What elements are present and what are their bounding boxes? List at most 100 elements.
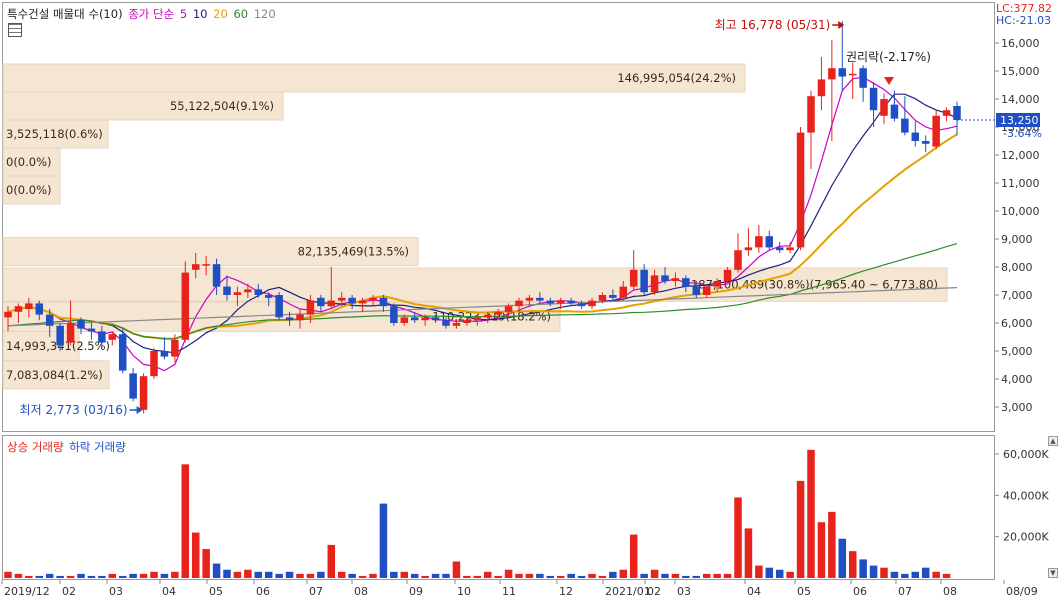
- ma-120: 120: [253, 7, 276, 21]
- volume-bar: [296, 573, 304, 578]
- candle-body: [442, 320, 450, 326]
- volume-bar: [358, 575, 367, 578]
- candle-body: [911, 132, 920, 141]
- price-tick-label: 3,000: [1001, 401, 1033, 414]
- volume-bar: [337, 571, 346, 578]
- candle-body: [223, 286, 231, 295]
- volume-bar: [4, 571, 12, 578]
- x-tick-label: 05: [797, 585, 811, 598]
- volume-bar: [160, 573, 169, 578]
- volume-bar: [744, 528, 753, 578]
- x-tick-label: 11: [502, 585, 516, 598]
- candle-body: [598, 295, 607, 301]
- volume-panel[interactable]: 상승 거래량 하락 거래량: [2, 435, 995, 580]
- volume-bar: [828, 511, 836, 578]
- volume-bar: [181, 464, 190, 578]
- volume-bar: [87, 575, 96, 578]
- volume-bar: [98, 575, 106, 578]
- volume-tick-label: 20,000K: [1003, 531, 1049, 544]
- volume-profile-label: 187,100,489(30.8%)(7,965.40 ~ 6,773.80): [691, 278, 938, 292]
- high-arrow-head-icon: [838, 21, 845, 29]
- volume-bar: [567, 573, 575, 578]
- x-tick-label: 08: [354, 585, 368, 598]
- candle-body: [671, 278, 680, 281]
- candle-body: [181, 272, 190, 340]
- candle-body: [410, 317, 419, 321]
- volume-bar: [45, 573, 54, 578]
- x-tick-label: 06: [256, 585, 270, 598]
- volume-bar: [786, 571, 794, 578]
- volume-bar: [56, 575, 64, 578]
- scroll-up-button[interactable]: ▲: [1048, 436, 1058, 446]
- candle-body: [56, 325, 64, 346]
- rights-arrow-icon: [884, 77, 894, 85]
- volume-bar: [807, 449, 815, 578]
- candle-body: [452, 323, 461, 326]
- volume-bar: [463, 575, 471, 578]
- candle-body: [869, 87, 878, 111]
- candle-body: [609, 295, 617, 298]
- volume-bar: [306, 573, 315, 578]
- candle-body: [369, 297, 377, 301]
- rights-annotation: 권리락(-2.17%): [846, 50, 931, 64]
- volume-tick-label: 40,000K: [1003, 489, 1049, 502]
- ma-line-60: [7, 243, 958, 340]
- chart-header: 특수건설 매물대 수(10) 종가 단순 5 10 20 60 120: [7, 6, 278, 22]
- volume-profile-label: 55,122,504(9.1%): [170, 99, 274, 113]
- x-tick-label: 07: [309, 585, 323, 598]
- volume-bar: [682, 575, 690, 578]
- volume-profile-band: [2, 237, 419, 267]
- candle-body: [35, 303, 44, 315]
- candle-body: [702, 286, 711, 295]
- volume-profile-label: 14,993,341(2.5%): [6, 339, 110, 353]
- lc-label: LC:377.82: [996, 2, 1053, 15]
- candle-body: [682, 278, 690, 287]
- volume-bar: [723, 573, 732, 578]
- candle-body: [66, 323, 75, 343]
- volume-bar: [473, 575, 482, 578]
- volume-legend-down: 하락 거래량: [69, 440, 126, 454]
- volume-bar: [901, 573, 909, 578]
- candle-body: [817, 79, 826, 97]
- volume-bar: [640, 573, 648, 578]
- x-tick-label: 10: [457, 585, 471, 598]
- candle-body: [212, 264, 221, 287]
- candle-body: [337, 297, 346, 301]
- volume-profile-band: [2, 91, 284, 121]
- candle-body: [807, 96, 815, 133]
- candle-body: [556, 300, 565, 304]
- candle-body: [755, 236, 763, 248]
- volume-bar: [494, 575, 502, 578]
- volume-bar: [734, 497, 742, 578]
- candle-body: [25, 303, 33, 309]
- candle-body: [139, 376, 148, 410]
- candle-body: [285, 317, 294, 321]
- volume-bar: [661, 573, 669, 578]
- candle-body: [327, 300, 336, 307]
- candle-body: [87, 328, 96, 332]
- volume-bar: [379, 503, 388, 578]
- scroll-down-button[interactable]: ▼: [1048, 568, 1058, 578]
- volume-profile-label: 82,135,469(13.5%): [298, 245, 409, 259]
- volume-bar: [327, 544, 336, 578]
- candle-body: [14, 306, 23, 312]
- candle-body: [546, 300, 555, 304]
- volume-profile-label: 3,525,118(0.6%): [6, 127, 103, 141]
- candle-body: [160, 351, 169, 357]
- candle-body: [640, 269, 648, 293]
- candle-body: [296, 314, 304, 321]
- candle-body: [828, 68, 836, 80]
- volume-profile-label: 0(0.0%): [6, 155, 52, 169]
- volume-bar: [869, 565, 878, 578]
- x-tick-label: 12: [559, 585, 573, 598]
- price-tick-label: 8,000: [1001, 261, 1033, 274]
- table-view-icon[interactable]: [8, 23, 22, 37]
- high-annotation: 최고 16,778 (05/31): [715, 18, 831, 32]
- volume-bar: [817, 522, 826, 578]
- candle-body: [108, 334, 117, 340]
- volume-bar: [35, 575, 44, 578]
- price-tick-label: 15,000: [1001, 65, 1040, 78]
- candle-body: [233, 292, 242, 295]
- volume-profile-label: 7,083,084(1.2%): [6, 368, 103, 382]
- price-tick-label: 11,000: [1001, 177, 1040, 190]
